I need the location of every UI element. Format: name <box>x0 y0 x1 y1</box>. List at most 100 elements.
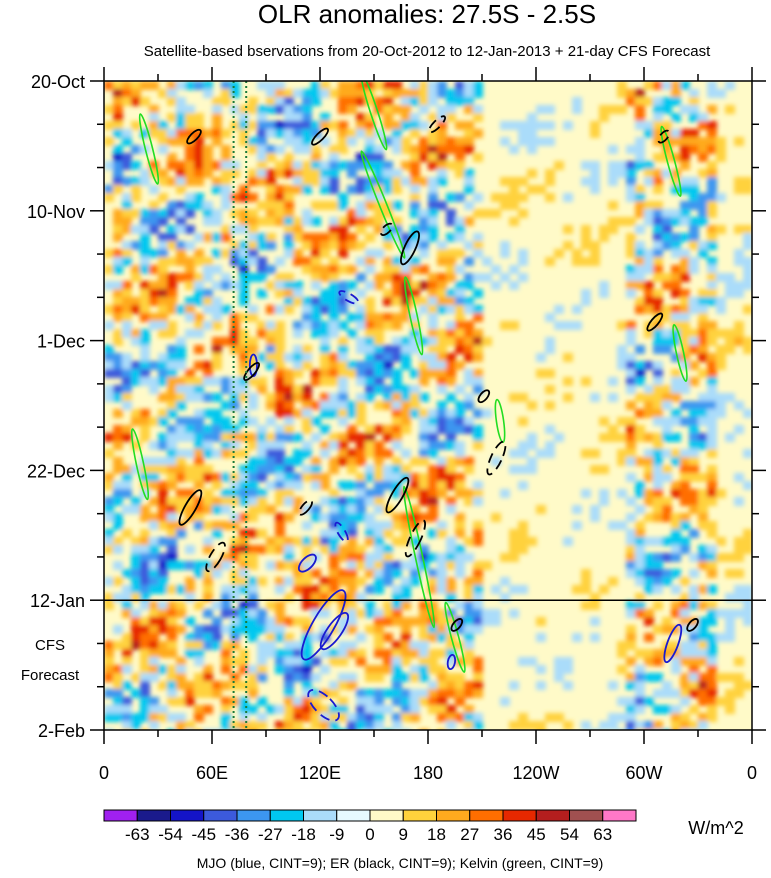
anomaly-cell <box>608 225 618 234</box>
anomaly-cell <box>644 161 654 170</box>
anomaly-cell <box>212 345 222 354</box>
anomaly-cell <box>131 561 141 570</box>
anomaly-cell <box>680 305 690 314</box>
anomaly-cell <box>743 337 752 346</box>
colorbar-swatch <box>136 809 171 822</box>
anomaly-cell <box>221 145 231 154</box>
anomaly-cell <box>221 97 231 106</box>
anomaly-cell <box>347 721 357 730</box>
anomaly-cell <box>275 625 285 634</box>
anomaly-cell <box>410 481 420 490</box>
anomaly-cell <box>149 217 159 226</box>
anomaly-cell <box>455 345 465 354</box>
anomaly-cell <box>230 433 240 442</box>
anomaly-cell <box>329 561 339 570</box>
anomaly-cell <box>437 289 447 298</box>
anomaly-cell <box>491 281 501 290</box>
anomaly-cell <box>230 257 240 266</box>
anomaly-cell <box>536 137 546 146</box>
anomaly-cell <box>293 105 303 114</box>
anomaly-cell <box>113 713 123 722</box>
anomaly-cell <box>194 505 204 514</box>
anomaly-cell <box>212 113 222 122</box>
anomaly-cell <box>302 585 312 594</box>
anomaly-cell <box>383 505 393 514</box>
y-tick-label: 2-Feb <box>38 721 85 741</box>
anomaly-cell <box>554 657 564 666</box>
anomaly-cell <box>662 305 672 314</box>
anomaly-cell <box>671 393 681 402</box>
anomaly-cell <box>248 601 258 610</box>
anomaly-cell <box>635 433 645 442</box>
anomaly-cell <box>365 297 375 306</box>
anomaly-cell <box>194 441 204 450</box>
anomaly-cell <box>707 657 717 666</box>
anomaly-cell <box>662 385 672 394</box>
anomaly-cell <box>671 553 681 562</box>
anomaly-cell <box>473 89 483 98</box>
anomaly-cell <box>302 265 312 274</box>
anomaly-cell <box>203 577 213 586</box>
anomaly-cell <box>221 281 231 290</box>
anomaly-cell <box>311 633 321 642</box>
anomaly-cell <box>158 209 168 218</box>
anomaly-cell <box>320 665 330 674</box>
anomaly-cell <box>644 473 654 482</box>
anomaly-cell <box>671 409 681 418</box>
anomaly-cell <box>680 153 690 162</box>
anomaly-cell <box>239 585 249 594</box>
anomaly-cell <box>212 209 222 218</box>
anomaly-cell <box>545 345 555 354</box>
anomaly-cell <box>275 609 285 618</box>
anomaly-cell <box>410 129 420 138</box>
anomaly-cell <box>626 145 636 154</box>
anomaly-cell <box>356 161 366 170</box>
anomaly-cell <box>347 97 357 106</box>
anomaly-cell <box>392 257 402 266</box>
anomaly-cell <box>653 321 663 330</box>
anomaly-cell <box>158 313 168 322</box>
anomaly-cell <box>635 681 645 690</box>
anomaly-cell <box>689 257 699 266</box>
anomaly-cell <box>680 641 690 650</box>
anomaly-cell <box>104 121 114 130</box>
anomaly-cell <box>473 81 483 90</box>
anomaly-cell <box>149 641 159 650</box>
anomaly-cell <box>374 641 384 650</box>
anomaly-cell <box>302 449 312 458</box>
anomaly-cell <box>347 505 357 514</box>
anomaly-cell <box>338 289 348 298</box>
anomaly-cell <box>248 145 258 154</box>
anomaly-cell <box>698 337 708 346</box>
anomaly-cell <box>284 225 294 234</box>
anomaly-cell <box>401 689 411 698</box>
anomaly-cell <box>356 633 366 642</box>
anomaly-cell <box>725 289 735 298</box>
anomaly-cell <box>401 97 411 106</box>
anomaly-cell <box>356 433 366 442</box>
mjo-contour <box>334 521 349 543</box>
anomaly-cell <box>734 585 744 594</box>
anomaly-cell <box>320 633 330 642</box>
anomaly-cell <box>374 353 384 362</box>
anomaly-cell <box>689 441 699 450</box>
anomaly-cell <box>347 185 357 194</box>
anomaly-cell <box>320 297 330 306</box>
anomaly-cell <box>293 561 303 570</box>
kelvin-contour <box>444 601 466 673</box>
anomaly-cell <box>455 265 465 274</box>
anomaly-cell <box>473 537 483 546</box>
anomaly-cell <box>518 721 528 730</box>
anomaly-cell <box>365 265 375 274</box>
anomaly-cell <box>293 129 303 138</box>
anomaly-cell <box>230 105 240 114</box>
anomaly-cell <box>401 633 411 642</box>
anomaly-cell <box>275 377 285 386</box>
anomaly-cell <box>185 489 195 498</box>
anomaly-cell <box>140 329 150 338</box>
anomaly-cell <box>347 457 357 466</box>
anomaly-cell <box>437 249 447 258</box>
anomaly-cell <box>149 481 159 490</box>
anomaly-cell <box>293 369 303 378</box>
anomaly-cell <box>707 257 717 266</box>
